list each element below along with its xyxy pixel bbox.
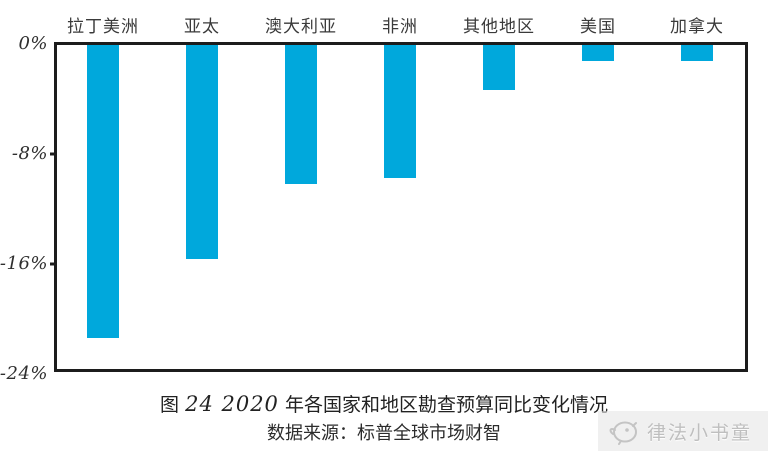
bar-2	[285, 45, 317, 184]
bar-3	[384, 45, 416, 178]
category-label-2: 澳大利亚	[265, 17, 337, 37]
caption-text: 年各国家和地区勘查预算同比变化情况	[278, 394, 608, 416]
figure-caption: 图 24 2020 年各国家和地区勘查预算同比变化情况	[0, 394, 768, 415]
y-tick-label-0: 0%	[18, 32, 48, 54]
bar-5	[582, 45, 614, 61]
bar-4	[483, 45, 515, 90]
y-tick-mark-2	[50, 262, 57, 265]
caption-figure-number: 24 2020	[185, 392, 279, 416]
plot-area	[54, 42, 748, 372]
category-label-6: 加拿大	[670, 17, 724, 37]
caption-prefix: 图	[160, 394, 186, 416]
y-tick-label-1: -8%	[11, 142, 48, 164]
category-label-3: 非洲	[382, 17, 418, 37]
category-label-4: 其他地区	[463, 17, 535, 37]
category-label-1: 亚太	[184, 17, 220, 37]
data-source: 数据来源：标普全球市场财智	[267, 423, 501, 444]
bar-1	[186, 45, 218, 259]
category-label-5: 美国	[580, 17, 616, 37]
category-label-0: 拉丁美洲	[67, 17, 139, 37]
y-tick-label-3: -24%	[0, 362, 48, 384]
bar-6	[681, 45, 713, 61]
y-tick-mark-1	[50, 152, 57, 155]
chick-face-icon	[606, 417, 640, 445]
watermark: 律法小书童	[598, 411, 768, 451]
bar-0	[87, 45, 119, 338]
watermark-text: 律法小书童	[647, 421, 753, 444]
y-tick-label-2: -16%	[0, 252, 48, 274]
